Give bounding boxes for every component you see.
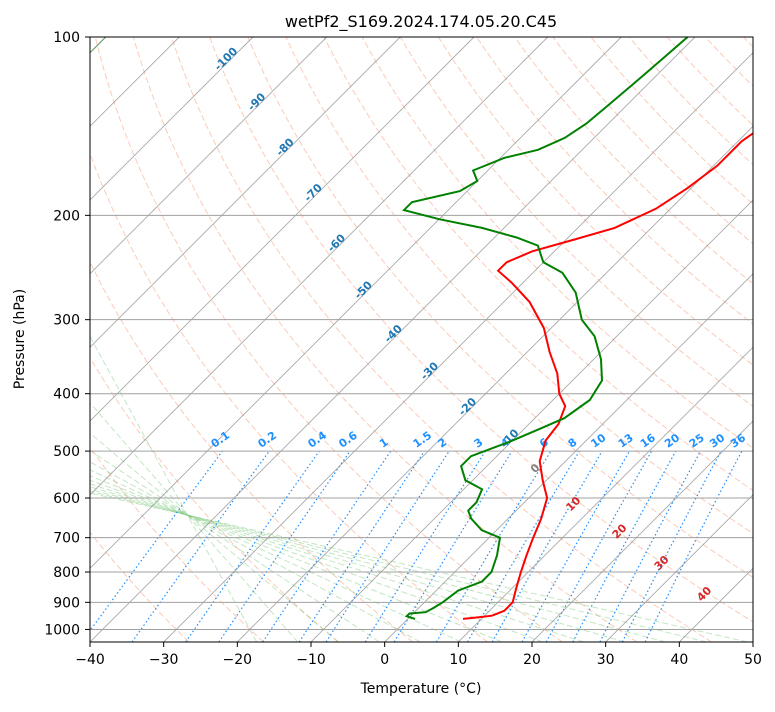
isotherm-label: -90 (245, 90, 268, 113)
moist-adiabat (0, 37, 666, 642)
mixing-ratio-line (468, 451, 580, 642)
y-tick-label: 600 (53, 491, 80, 507)
y-tick-label: 700 (53, 531, 80, 547)
dry-adiabat (667, 37, 775, 642)
x-tick-label: −10 (296, 652, 326, 668)
dry-adiabat (515, 37, 775, 642)
isotherm-line (311, 37, 775, 642)
profile-series (404, 37, 775, 619)
y-tick-label: 200 (53, 208, 80, 224)
mixing-ratio-label: 3 (472, 436, 486, 451)
mixing-ratio-label: 25 (687, 431, 707, 450)
isotherm-line (0, 37, 327, 642)
mixing-ratio-line (82, 451, 223, 642)
moist-adiabat (0, 37, 747, 642)
chart-title: wetPf2_S169.2024.174.05.20.C45 (285, 12, 557, 32)
dry-adiabat (553, 37, 775, 642)
mixing-ratio-label: 0.1 (209, 429, 232, 451)
mixing-ratio-label: 0.4 (306, 429, 330, 451)
x-axis-label: Temperature (°C) (360, 681, 482, 697)
dry-adiabat (172, 37, 712, 642)
mixing-ratio-label: 2 (436, 436, 450, 451)
dry-adiabat (0, 37, 189, 642)
x-tick-label: −40 (75, 652, 105, 668)
x-tick-label: 20 (523, 652, 541, 668)
y-tick-label: 1000 (44, 622, 80, 638)
mixing-ratio-label: 1.5 (411, 429, 434, 451)
mixing-ratio-label: 8 (566, 436, 580, 451)
mixing-ratio-line (573, 451, 676, 642)
dry-adiabat (19, 37, 413, 642)
dewpoint-line (404, 37, 688, 619)
y-tick-label: 400 (53, 387, 80, 403)
isotherm-line (0, 37, 548, 642)
x-tick-label: 50 (744, 652, 762, 668)
x-tick-label: 10 (449, 652, 467, 668)
x-tick-label: −30 (149, 652, 179, 668)
mixing-ratio-label: 36 (728, 431, 748, 451)
x-tick-label: 0 (380, 652, 389, 668)
dry-adiabat (591, 37, 775, 642)
isotherm-line (0, 37, 253, 642)
isotherm-label: -20 (456, 395, 479, 418)
plot-frame (90, 37, 753, 642)
y-tick-label: 900 (53, 595, 80, 611)
mixing-ratio-label: 0.2 (256, 429, 279, 451)
mixing-ratio-line (600, 451, 701, 642)
mixing-ratio-label: 10 (588, 431, 608, 451)
dry-adiabat (95, 37, 562, 642)
y-tick-label: 500 (53, 444, 80, 460)
isotherm-label: -60 (325, 231, 348, 254)
mixing-ratio-label: 1 (377, 436, 391, 451)
isotherm-label: -70 (302, 181, 325, 204)
isotherm-line (164, 37, 769, 642)
isotherm-label: -80 (273, 135, 296, 158)
dry-adiabat (0, 37, 263, 642)
x-tick-label: −20 (223, 652, 253, 668)
dry-adiabat (57, 37, 488, 642)
isotherm-line (16, 37, 621, 642)
warm-isotherm-label: 10 (563, 494, 583, 514)
mixing-ratio-label: 0.6 (336, 429, 360, 451)
x-tick-label: 40 (670, 652, 688, 668)
mixing-ratio-label: 16 (638, 431, 658, 451)
isotherm-label: -50 (352, 278, 375, 301)
dry-adiabat (744, 37, 775, 642)
mixing-ratio-label: 20 (662, 431, 682, 451)
dry-adiabat (438, 37, 775, 642)
mixing-ratio-label: 30 (707, 431, 727, 451)
isotherm-label: -100 (212, 44, 241, 73)
y-tick-label: 100 (53, 30, 80, 46)
dry-adiabat (705, 37, 775, 642)
x-tick-label: 30 (597, 652, 615, 668)
isotherm-line (0, 37, 400, 642)
isotherm-line (679, 37, 775, 642)
moist-adiabat (0, 37, 502, 642)
moist-adiabat (0, 37, 543, 642)
isotherm-line (753, 37, 775, 642)
warm-isotherm-label: 30 (652, 553, 672, 573)
moist-adiabat (0, 37, 420, 642)
isotherm-line (0, 37, 474, 642)
mixing-ratio-line (546, 451, 651, 642)
y-tick-label: 300 (53, 313, 80, 329)
mixing-ratio-line (263, 451, 391, 642)
y-tick-label: 800 (53, 565, 80, 581)
dry-adiabat (477, 37, 775, 642)
y-axis-label: Pressure (hPa) (12, 289, 28, 389)
mixing-ratio-line (522, 451, 629, 642)
isotherm-line (532, 37, 775, 642)
moist-adiabat (0, 37, 706, 642)
